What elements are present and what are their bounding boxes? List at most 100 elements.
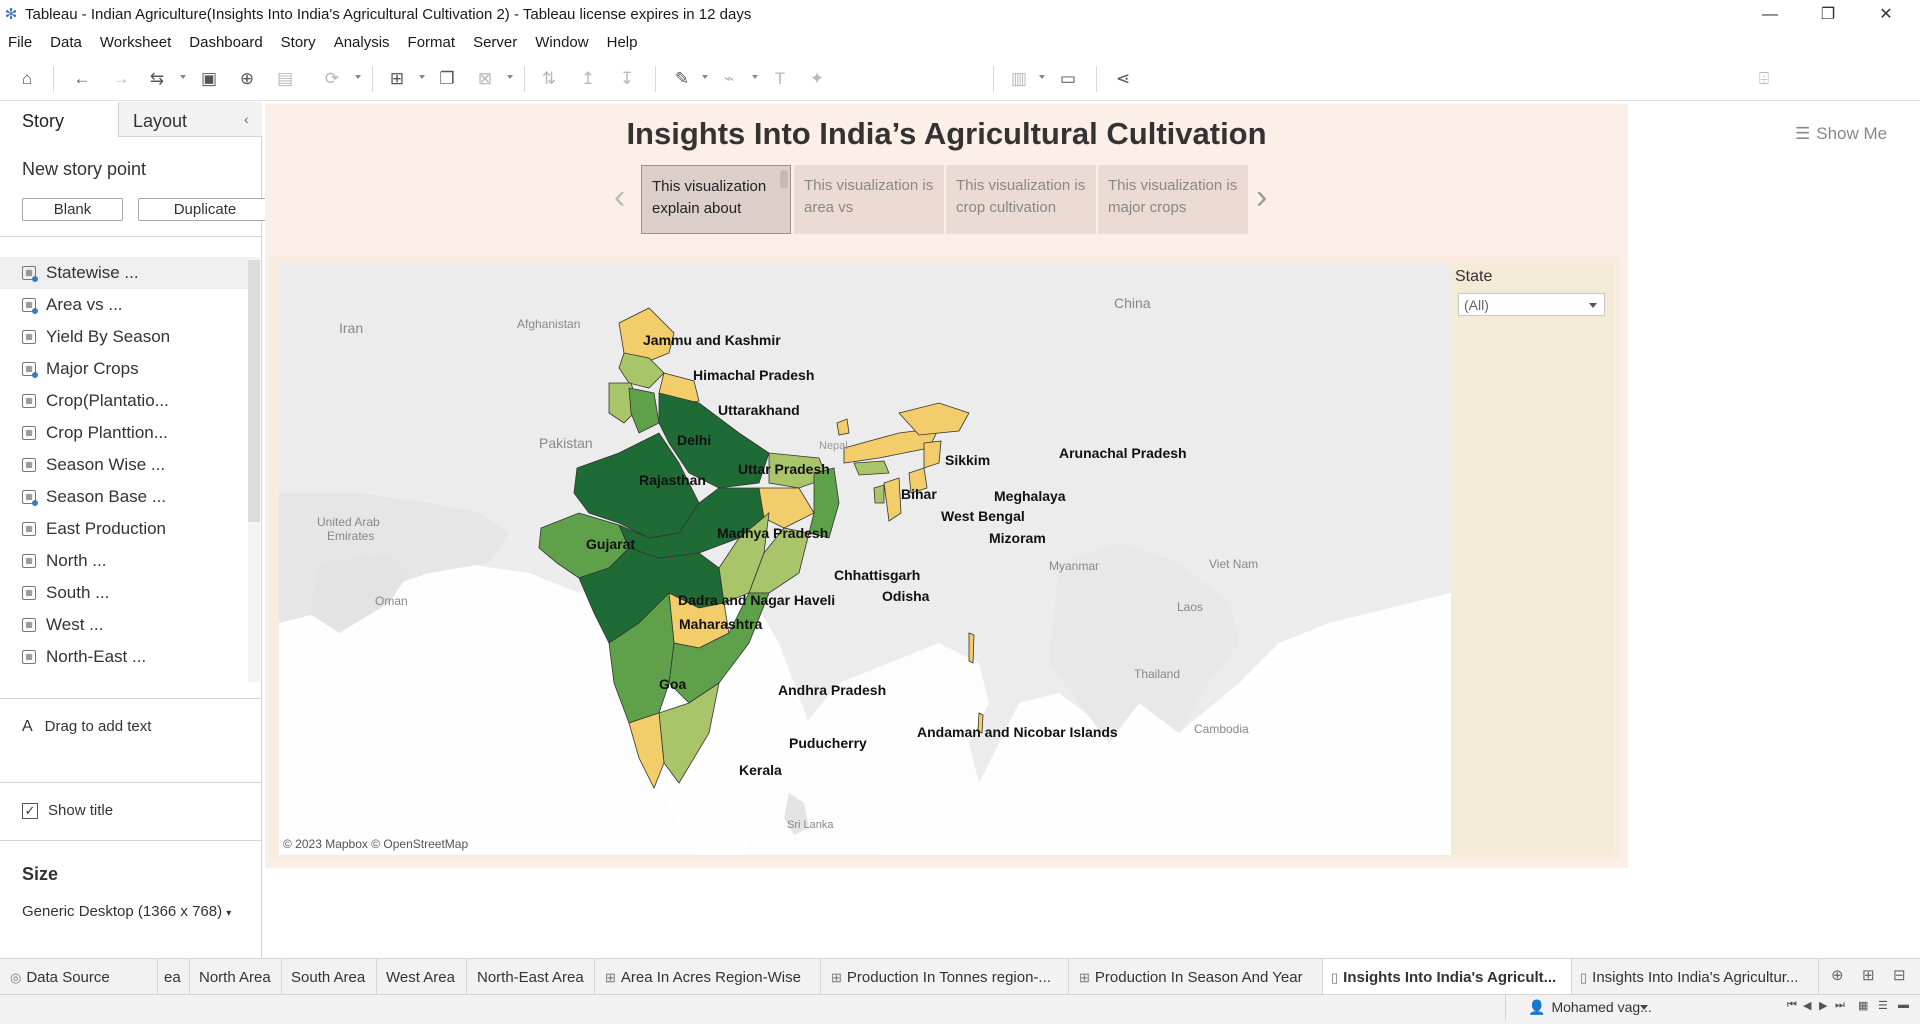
- tab-story[interactable]: Story: [0, 102, 118, 137]
- chevron-down-icon[interactable]: [180, 75, 186, 79]
- state-filter-dropdown[interactable]: (All): [1458, 293, 1605, 316]
- previous-story-point-icon[interactable]: ‹: [614, 178, 626, 216]
- tab-layout[interactable]: Layout: [118, 102, 262, 137]
- sheet-item[interactable]: ▦ Yield By Season: [0, 321, 248, 353]
- next-story-point-icon[interactable]: ›: [1256, 178, 1268, 216]
- tab-data-source[interactable]: ◎ Data Source: [0, 959, 158, 995]
- share-icon[interactable]: ⋖: [1115, 69, 1131, 88]
- chevron-down-icon[interactable]: [355, 75, 361, 79]
- pause-updates-icon[interactable]: ▤: [276, 69, 294, 88]
- show-title-checkbox[interactable]: ✓: [22, 802, 38, 819]
- restore-button[interactable]: ❐: [1820, 6, 1836, 23]
- tab-south-area[interactable]: South Area: [282, 959, 377, 995]
- india-state-map[interactable]: Iran Afghanistan Pakistan China Nepal Un…: [279, 263, 1451, 855]
- menu-analysis[interactable]: Analysis: [333, 33, 390, 51]
- tab-north-east-area[interactable]: North-East Area: [467, 959, 595, 995]
- menu-server[interactable]: Server: [473, 33, 518, 51]
- story-point-4[interactable]: This visualization is major crops: [1098, 165, 1248, 234]
- swap-icon[interactable]: ⇅: [541, 69, 557, 88]
- last-sheet-icon[interactable]: ⏭: [1835, 999, 1845, 1011]
- sheet-item[interactable]: ▦ North-East ...: [0, 641, 248, 673]
- presentation-mode-icon[interactable]: ▭: [1059, 69, 1077, 88]
- duplicate-sheet-icon[interactable]: ❐: [439, 69, 455, 88]
- first-sheet-icon[interactable]: ⏮: [1787, 999, 1797, 1011]
- tab-insights-story-2[interactable]: ▯ Insights Into India's Agricultur...: [1572, 959, 1819, 995]
- new-worksheet-tab-icon[interactable]: ⊕: [1831, 967, 1844, 984]
- blank-button[interactable]: Blank: [22, 198, 123, 221]
- new-dashboard-tab-icon[interactable]: ⊞: [1862, 967, 1875, 984]
- close-button[interactable]: ✕: [1879, 6, 1893, 23]
- show-me-button[interactable]: ☰ Show Me: [1795, 124, 1887, 144]
- menu-file[interactable]: File: [8, 33, 33, 51]
- pin-icon[interactable]: ✦: [809, 69, 825, 88]
- replace-data-icon[interactable]: ⇆: [149, 69, 165, 88]
- menu-story[interactable]: Story: [280, 33, 316, 51]
- menu-data[interactable]: Data: [50, 33, 82, 51]
- menu-window[interactable]: Window: [535, 33, 589, 51]
- tab-north-area[interactable]: North Area: [190, 959, 282, 995]
- story-point-2[interactable]: This visualization is area vs: [794, 165, 944, 234]
- save-icon[interactable]: ▣: [200, 69, 218, 88]
- show-tabs-icon[interactable]: ▬: [1898, 999, 1909, 1011]
- tab-area-in-acres[interactable]: ⊞ Area In Acres Region-Wise: [595, 959, 821, 995]
- next-sheet-icon[interactable]: ▶: [1819, 1000, 1828, 1012]
- new-worksheet-icon[interactable]: ⊞: [389, 69, 405, 88]
- sheet-item[interactable]: ▦ Major Crops: [0, 353, 248, 385]
- sheet-item[interactable]: ▦ Crop(Plantatio...: [0, 385, 248, 417]
- sheet-item[interactable]: ▦ East Production: [0, 513, 248, 545]
- tab-area-truncated[interactable]: ea: [160, 959, 190, 995]
- chevron-down-icon[interactable]: [419, 75, 425, 79]
- show-cards-icon[interactable]: ▥: [1010, 69, 1028, 88]
- chevron-down-icon[interactable]: [752, 75, 758, 79]
- sort-ascending-icon[interactable]: ↥: [580, 69, 596, 88]
- chevron-down-icon[interactable]: [1589, 303, 1597, 308]
- chevron-down-icon[interactable]: [1039, 75, 1045, 79]
- new-story-tab-icon[interactable]: ⊟: [1893, 967, 1906, 984]
- show-filmstrip-icon[interactable]: ☰: [1878, 1000, 1888, 1012]
- user-menu[interactable]: 👤 Mohamed vag...: [1505, 995, 1655, 1020]
- highlight-icon[interactable]: ✎: [674, 69, 690, 88]
- sort-descending-icon[interactable]: ↧: [619, 69, 635, 88]
- sheet-list-scroll-thumb[interactable]: [248, 260, 260, 522]
- menu-worksheet[interactable]: Worksheet: [99, 33, 172, 51]
- story-point-3[interactable]: This visualization is crop cultivation: [946, 165, 1096, 234]
- drag-to-add-text[interactable]: A Drag to add text: [22, 718, 151, 736]
- chevron-down-icon[interactable]: [507, 75, 513, 79]
- menu-help[interactable]: Help: [606, 33, 638, 51]
- sheet-item[interactable]: ▦ Area vs ...: [0, 289, 248, 321]
- duplicate-button[interactable]: Duplicate: [138, 198, 272, 221]
- tab-production-in-tonnes[interactable]: ⊞ Production In Tonnes region-...: [821, 959, 1069, 995]
- chevron-down-icon[interactable]: [702, 75, 708, 79]
- sheet-item[interactable]: ▦ Season Base ...: [0, 481, 248, 513]
- menu-format[interactable]: Format: [407, 33, 456, 51]
- tab-production-in-season[interactable]: ⊞ Production In Season And Year: [1069, 959, 1323, 995]
- chevron-down-icon[interactable]: [1640, 1005, 1648, 1010]
- story-point-1[interactable]: This visualization explain about: [641, 165, 791, 234]
- sheet-item[interactable]: ▦ North ...: [0, 545, 248, 577]
- sheet-item[interactable]: ▦ Statewise ...: [0, 257, 248, 289]
- size-dropdown[interactable]: Generic Desktop (1366 x 768) ▾: [22, 903, 231, 920]
- labels-icon[interactable]: T: [774, 69, 786, 88]
- show-sheet-sorter-icon[interactable]: ▦: [1858, 1000, 1869, 1012]
- refresh-icon[interactable]: ⟳: [324, 69, 340, 88]
- redo-icon[interactable]: →: [112, 69, 130, 88]
- menu-dashboard[interactable]: Dashboard: [189, 33, 263, 51]
- show-title-toggle[interactable]: ✓ Show title: [22, 802, 113, 819]
- caption-scrollbar[interactable]: [780, 170, 788, 188]
- undo-icon[interactable]: ←: [73, 69, 91, 88]
- home-icon[interactable]: ⌂: [21, 69, 33, 88]
- paint-icon[interactable]: ⌹: [1758, 69, 1770, 88]
- tab-insights-story-1[interactable]: ▯ Insights Into India's Agricult...: [1323, 959, 1572, 995]
- sheet-item[interactable]: ▦ West ...: [0, 609, 248, 641]
- sheet-item[interactable]: ▦ South ...: [0, 577, 248, 609]
- new-data-source-icon[interactable]: ⊕: [239, 69, 255, 88]
- collapse-pane-icon[interactable]: ‹: [244, 111, 249, 127]
- clear-sheet-icon[interactable]: ⊠: [477, 69, 493, 88]
- sheet-item[interactable]: ▦ Crop Planttion...: [0, 417, 248, 449]
- group-icon[interactable]: ⌁: [723, 69, 735, 88]
- previous-sheet-icon[interactable]: ◀: [1803, 1000, 1812, 1012]
- dashboard-icon: ▦: [22, 266, 38, 282]
- tab-west-area[interactable]: West Area: [377, 959, 467, 995]
- sheet-item[interactable]: ▦ Season Wise ...: [0, 449, 248, 481]
- minimize-button[interactable]: —: [1762, 6, 1778, 23]
